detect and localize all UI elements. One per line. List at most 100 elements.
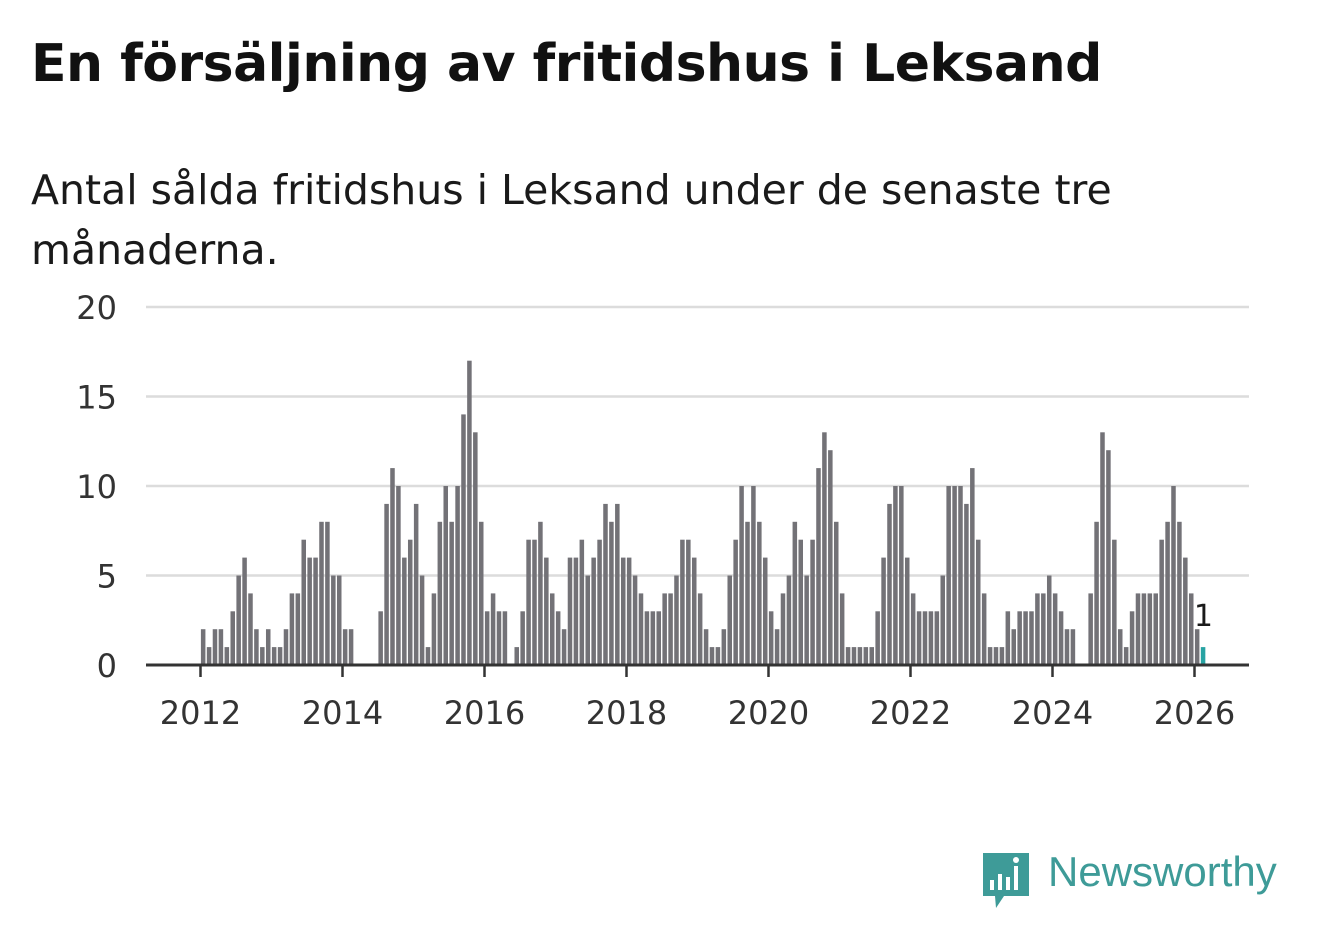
bar[interactable] — [597, 539, 602, 665]
bar[interactable] — [786, 575, 792, 666]
bar[interactable] — [1123, 647, 1129, 665]
bar[interactable] — [390, 468, 395, 665]
bar[interactable] — [916, 611, 922, 665]
bar[interactable] — [538, 521, 543, 665]
bar[interactable] — [1159, 539, 1164, 665]
bar[interactable] — [591, 557, 596, 665]
bar[interactable] — [680, 539, 685, 665]
bar[interactable] — [384, 503, 389, 665]
bar[interactable] — [342, 629, 348, 665]
bar[interactable] — [727, 575, 732, 666]
bar[interactable] — [484, 611, 490, 665]
bar[interactable] — [620, 557, 626, 665]
bar[interactable] — [1194, 629, 1200, 665]
bar[interactable] — [1070, 629, 1076, 665]
bar[interactable] — [573, 557, 579, 665]
bar[interactable] — [768, 611, 774, 665]
bar[interactable] — [1094, 521, 1099, 665]
bar[interactable] — [413, 503, 419, 665]
bar[interactable] — [970, 468, 975, 665]
bar[interactable] — [1129, 611, 1135, 665]
bar[interactable] — [561, 629, 567, 665]
bar[interactable] — [798, 539, 803, 665]
bar[interactable] — [946, 486, 951, 665]
bar[interactable] — [1171, 486, 1176, 665]
bar[interactable] — [549, 593, 555, 665]
bar[interactable] — [224, 647, 230, 665]
bar[interactable] — [443, 486, 448, 665]
bar[interactable] — [940, 575, 945, 666]
bar[interactable] — [733, 539, 738, 665]
bar[interactable] — [922, 611, 928, 665]
bar[interactable] — [260, 647, 265, 665]
bar[interactable] — [1058, 611, 1064, 665]
bar[interactable] — [650, 611, 656, 665]
bar[interactable] — [325, 521, 330, 665]
bar[interactable] — [478, 521, 484, 665]
bar[interactable] — [218, 629, 224, 665]
bar[interactable] — [804, 575, 809, 666]
bar[interactable] — [307, 557, 312, 665]
bar[interactable] — [999, 647, 1005, 665]
bar[interactable] — [964, 503, 969, 665]
bar[interactable] — [715, 647, 721, 665]
bar[interactable] — [1046, 575, 1052, 666]
bar-highlight[interactable] — [1200, 647, 1206, 665]
bar[interactable] — [993, 647, 999, 665]
bar[interactable] — [904, 557, 910, 665]
bar[interactable] — [254, 629, 259, 665]
bar[interactable] — [839, 593, 845, 665]
bar[interactable] — [857, 647, 863, 665]
bar[interactable] — [981, 593, 987, 665]
bar[interactable] — [1147, 593, 1153, 665]
bar[interactable] — [206, 647, 212, 665]
bar[interactable] — [816, 468, 821, 665]
bar[interactable] — [1041, 593, 1046, 665]
bar[interactable] — [863, 647, 869, 665]
bar[interactable] — [520, 611, 525, 665]
bar[interactable] — [301, 539, 306, 665]
bar[interactable] — [407, 539, 413, 665]
bar[interactable] — [248, 593, 253, 665]
bar[interactable] — [987, 647, 993, 665]
bar[interactable] — [567, 557, 573, 665]
bar[interactable] — [455, 486, 460, 665]
bar[interactable] — [697, 593, 703, 665]
bar[interactable] — [762, 557, 768, 665]
bar[interactable] — [1029, 611, 1034, 665]
bar[interactable] — [1165, 521, 1170, 665]
bar[interactable] — [1052, 593, 1058, 665]
bar[interactable] — [709, 647, 715, 665]
bar[interactable] — [1183, 557, 1188, 665]
bar[interactable] — [674, 575, 679, 666]
bar[interactable] — [200, 629, 206, 665]
bar[interactable] — [952, 486, 957, 665]
bar[interactable] — [934, 611, 940, 665]
bar[interactable] — [1011, 629, 1016, 665]
bar[interactable] — [295, 593, 301, 665]
bar[interactable] — [425, 647, 431, 665]
bar[interactable] — [1112, 539, 1117, 665]
bar[interactable] — [609, 521, 614, 665]
bar[interactable] — [703, 629, 709, 665]
bar[interactable] — [1135, 593, 1141, 665]
bar[interactable] — [336, 575, 342, 666]
bar[interactable] — [449, 521, 454, 665]
bar[interactable] — [780, 593, 786, 665]
bar[interactable] — [662, 593, 667, 665]
bar[interactable] — [502, 611, 508, 665]
bar[interactable] — [691, 557, 697, 665]
bar[interactable] — [975, 539, 981, 665]
bar[interactable] — [496, 611, 502, 665]
bar[interactable] — [271, 647, 277, 665]
bar[interactable] — [331, 575, 336, 666]
bar[interactable] — [490, 593, 496, 665]
bar[interactable] — [668, 593, 673, 665]
bar[interactable] — [656, 611, 661, 665]
bar[interactable] — [473, 432, 478, 665]
bar[interactable] — [1153, 593, 1158, 665]
bar[interactable] — [265, 629, 271, 665]
bar[interactable] — [686, 539, 691, 665]
bar[interactable] — [875, 611, 880, 665]
bar[interactable] — [626, 557, 632, 665]
